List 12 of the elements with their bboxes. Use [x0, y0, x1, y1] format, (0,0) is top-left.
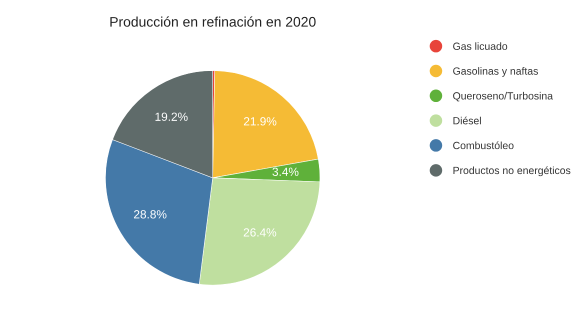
- legend-label: Gasolinas y naftas: [453, 67, 538, 77]
- legend-label: Queroseno/Turbosina: [453, 92, 553, 102]
- chart-title: Producción en refinación en 2020: [110, 16, 316, 27]
- legend-label: Diésel: [453, 116, 481, 124]
- legend-label: Productos no energéticos: [453, 166, 570, 176]
- data-label: 28.8%: [134, 210, 166, 219]
- legend-label: Combustóleo: [453, 141, 514, 150]
- data-label: 26.4%: [244, 228, 276, 237]
- legend-label: Gas licuado: [453, 42, 508, 50]
- data-label: 19.2%: [155, 112, 188, 121]
- data-label: 3.4%: [272, 168, 298, 176]
- data-label: 21.9%: [244, 117, 276, 126]
